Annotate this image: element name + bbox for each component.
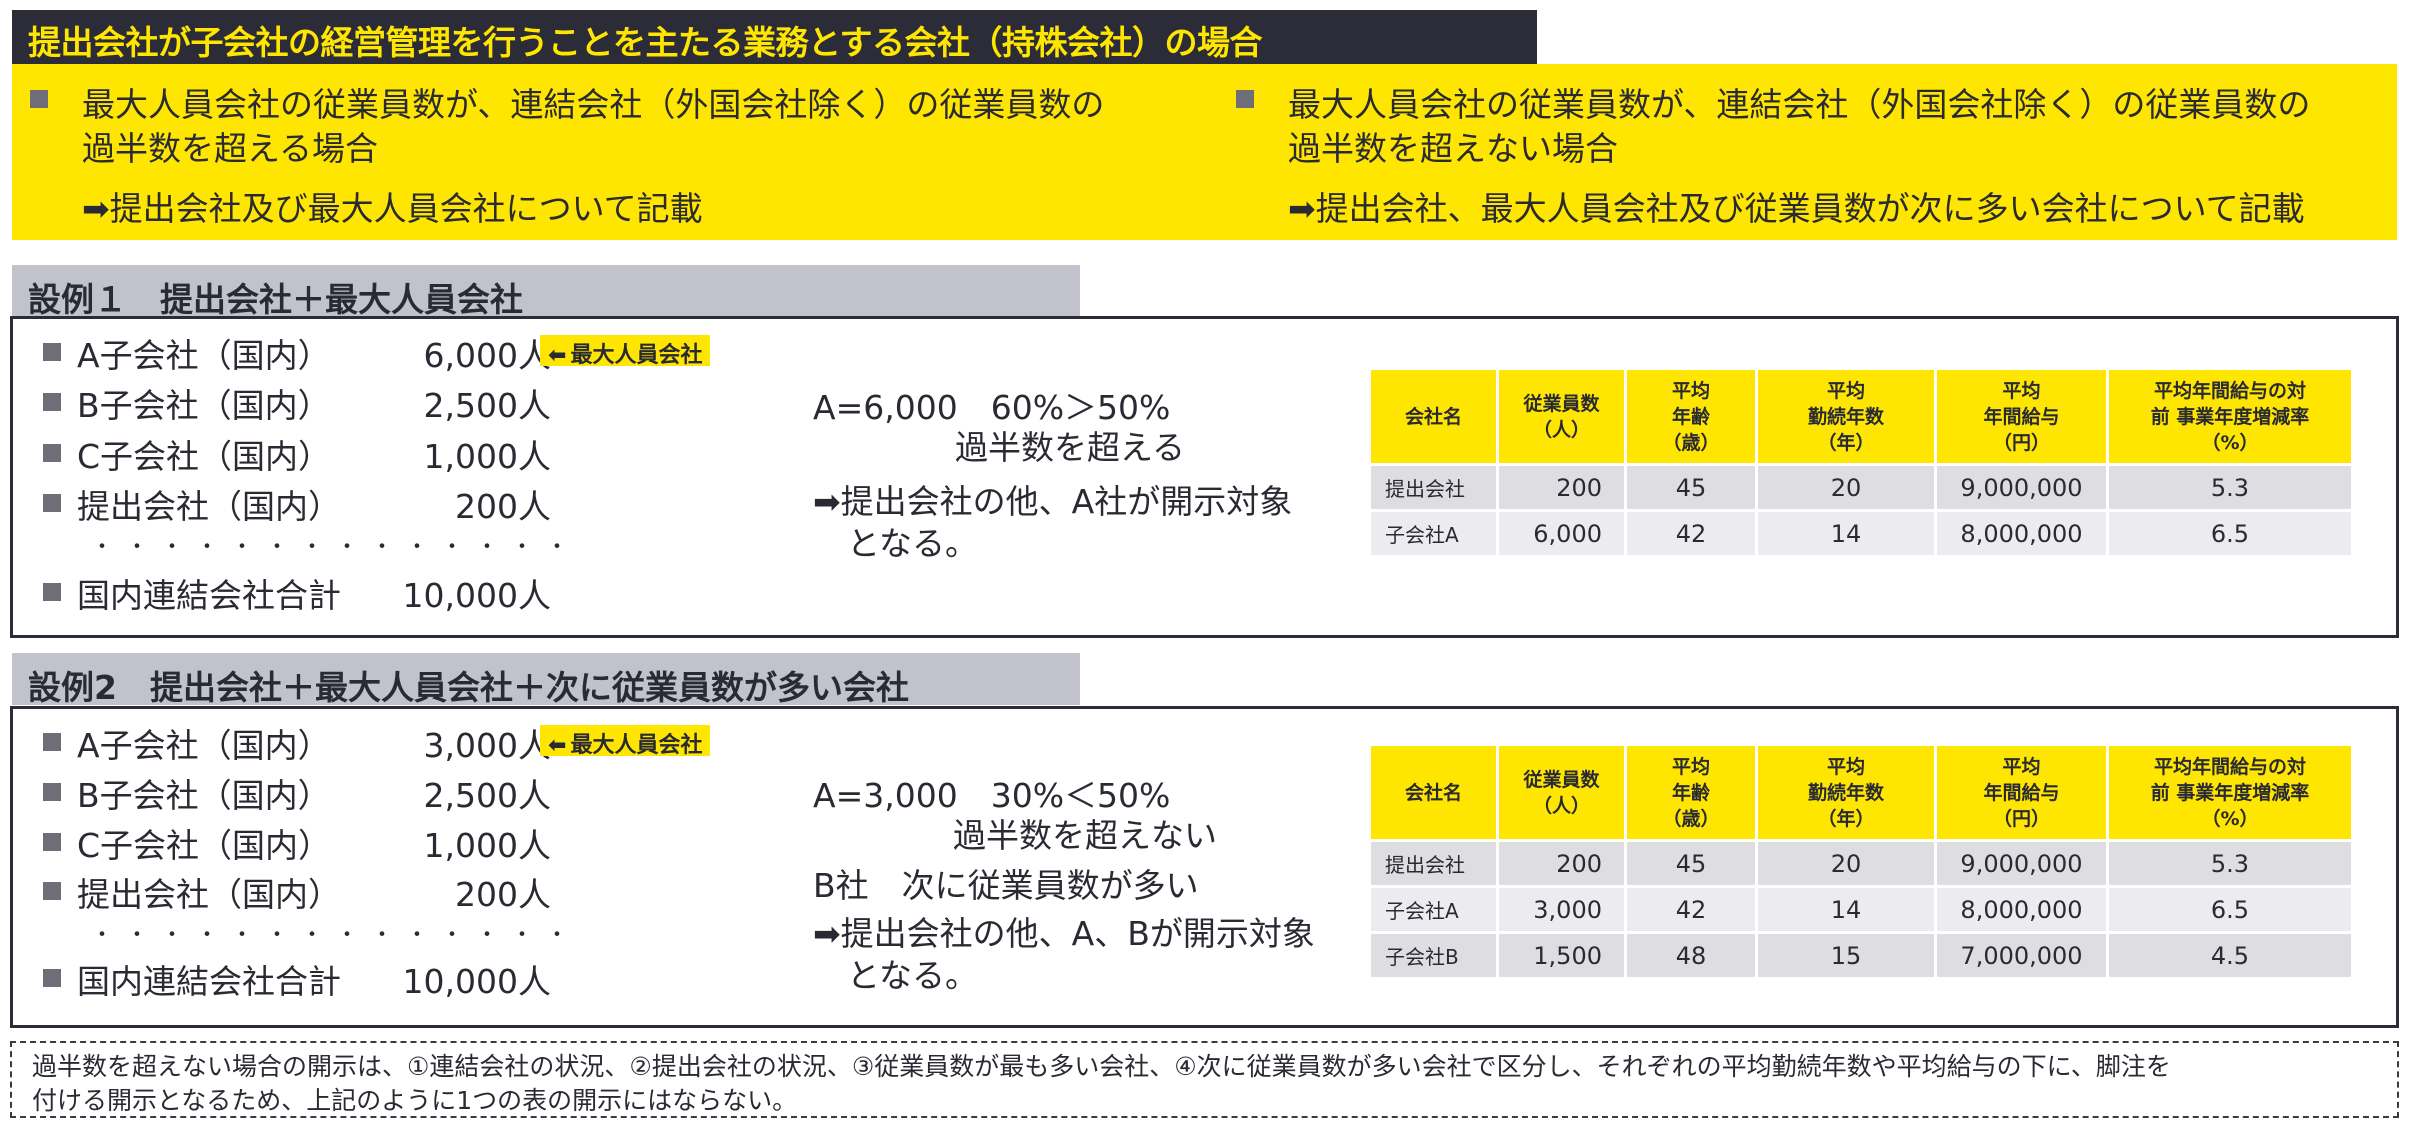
square-bullet-icon	[43, 969, 61, 987]
square-bullet-icon	[30, 90, 48, 108]
list-item: 提出会社（国内） 200人	[31, 868, 551, 914]
largest-company-badge: ⬅ 最大人員会社	[540, 725, 711, 758]
example1-heading-bar: 設例１ 提出会社＋最大人員会社	[12, 265, 1080, 319]
column-header: 平均年間給与の対 前 事業年度増減率 （%）	[2109, 746, 2351, 839]
square-bullet-icon	[43, 393, 61, 411]
table-row: 提出会社 200 45 20 9,000,000 5.3	[1371, 842, 2351, 885]
list-total: 国内連結会社合計 10,000人	[31, 955, 551, 1001]
square-bullet-icon	[43, 583, 61, 601]
footnote-text: 付ける開示となるため、上記のように1つの表の開示にはならない。	[32, 1086, 798, 1115]
case-conclusion: ➡提出会社、最大人員会社及び従業員数が次に多い会社について記載	[1288, 189, 2305, 228]
list-item: B子会社（国内） 2,500人	[31, 769, 551, 815]
column-header: 会社名	[1371, 370, 1496, 463]
column-header: 従業員数 （人）	[1499, 746, 1624, 839]
square-bullet-icon	[1236, 90, 1254, 108]
largest-company-badge: ⬅ 最大人員会社	[540, 335, 711, 368]
example1-heading: 設例１ 提出会社＋最大人員会社	[28, 280, 523, 319]
column-header: 従業員数 （人）	[1499, 370, 1624, 463]
case-text: 過半数を超える場合	[82, 129, 379, 168]
ellipsis-dots: ・・・・・・・・・・・・・・	[91, 923, 582, 948]
example2-table: 会社名 従業員数 （人） 平均 年齢 （歳） 平均 勤続年数 （年） 平均 年間…	[1368, 743, 2354, 980]
example1-box: A子会社（国内） 6,000人 B子会社（国内） 2,500人 C子会社（国内）…	[10, 316, 2399, 638]
case-conclusion: ➡提出会社及び最大人員会社について記載	[82, 189, 703, 228]
square-bullet-icon	[43, 343, 61, 361]
list-item: A子会社（国内） 3,000人	[31, 719, 551, 765]
example2-heading: 設例2 提出会社＋最大人員会社＋次に従業員数が多い会社	[28, 668, 909, 707]
list-item: 提出会社（国内） 200人	[31, 480, 551, 526]
square-bullet-icon	[43, 444, 61, 462]
column-header: 平均 勤続年数 （年）	[1758, 370, 1934, 463]
column-header: 平均 勤続年数 （年）	[1758, 746, 1934, 839]
arrow-left-icon: ⬅	[548, 733, 567, 758]
list-item: C子会社（国内） 1,000人	[31, 819, 551, 865]
footnote-box: 過半数を超えない場合の開示は、①連結会社の状況、②提出会社の状況、③従業員数が最…	[10, 1041, 2399, 1118]
example2-box: A子会社（国内） 3,000人 B子会社（国内） 2,500人 C子会社（国内）…	[10, 706, 2399, 1028]
case-text: 過半数を超えない場合	[1288, 129, 1618, 168]
table-row: 子会社A 6,000 42 14 8,000,000 6.5	[1371, 512, 2351, 555]
column-header: 平均 年齢 （歳）	[1627, 746, 1755, 839]
example1-table: 会社名 従業員数 （人） 平均 年齢 （歳） 平均 勤続年数 （年） 平均 年間…	[1368, 367, 2354, 558]
footnote-text: 過半数を超えない場合の開示は、①連結会社の状況、②提出会社の状況、③従業員数が最…	[32, 1052, 2171, 1081]
example2-heading-bar: 設例2 提出会社＋最大人員会社＋次に従業員数が多い会社	[12, 653, 1080, 707]
list-item: A子会社（国内） 6,000人	[31, 329, 551, 375]
case-text: 最大人員会社の従業員数が、連結会社（外国会社除く）の従業員数の	[1288, 85, 2311, 124]
column-header: 平均 年齢 （歳）	[1627, 370, 1755, 463]
conditions-band: 最大人員会社の従業員数が、連結会社（外国会社除く）の従業員数の 過半数を超える場…	[12, 64, 2397, 240]
column-header: 会社名	[1371, 746, 1496, 839]
square-bullet-icon	[43, 494, 61, 512]
table-row: 子会社A 3,000 42 14 8,000,000 6.5	[1371, 888, 2351, 931]
table-row: 子会社B 1,500 48 15 7,000,000 4.5	[1371, 934, 2351, 977]
square-bullet-icon	[43, 882, 61, 900]
table-row: 提出会社 200 45 20 9,000,000 5.3	[1371, 466, 2351, 509]
page-title-bar: 提出会社が子会社の経営管理を行うことを主たる業務とする会社（持株会社）の場合	[12, 10, 1537, 64]
page-title: 提出会社が子会社の経営管理を行うことを主たる業務とする会社（持株会社）の場合	[28, 23, 1263, 62]
square-bullet-icon	[43, 783, 61, 801]
square-bullet-icon	[43, 733, 61, 751]
ellipsis-dots: ・・・・・・・・・・・・・・	[91, 535, 582, 560]
column-header: 平均 年間給与 （円）	[1937, 370, 2106, 463]
list-total: 国内連結会社合計 10,000人	[31, 569, 551, 615]
column-header: 平均 年間給与 （円）	[1937, 746, 2106, 839]
list-item: C子会社（国内） 1,000人	[31, 430, 551, 476]
square-bullet-icon	[43, 833, 61, 851]
list-item: B子会社（国内） 2,500人	[31, 379, 551, 425]
arrow-left-icon: ⬅	[548, 343, 567, 368]
case-text: 最大人員会社の従業員数が、連結会社（外国会社除く）の従業員数の	[82, 85, 1105, 124]
column-header: 平均年間給与の対 前 事業年度増減率 （%）	[2109, 370, 2351, 463]
